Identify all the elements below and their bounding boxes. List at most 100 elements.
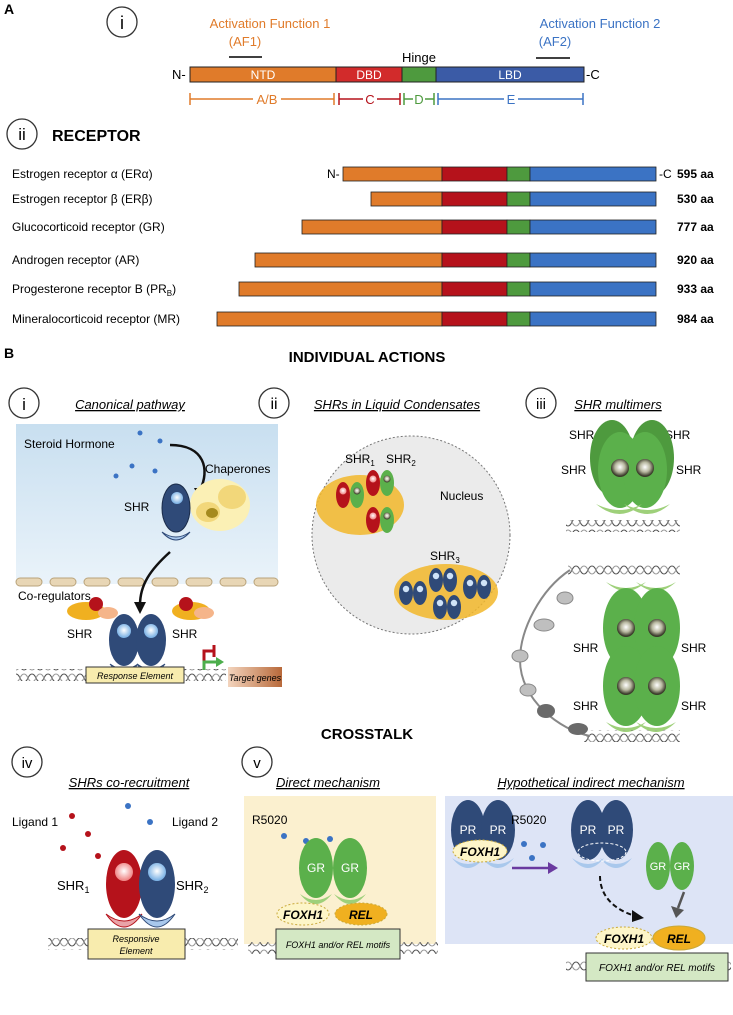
ntd-label: NTD xyxy=(251,68,276,82)
receptor-rows: Estrogen receptor α (ERα) N- -C 595 aaEstro… xyxy=(12,166,714,327)
responsive-element-box xyxy=(87,928,186,960)
panel-a-letter: A xyxy=(4,1,14,17)
b-roman-i-label: i xyxy=(22,395,26,414)
shr-label-right: SHR xyxy=(172,627,198,641)
receptor-row: Mineralocorticoid receptor (MR) 984 aa xyxy=(12,311,714,327)
multimer-bottom-shr-3: SHR xyxy=(573,699,599,713)
receptor-dbd-segment xyxy=(441,191,508,207)
multimer-bottom-shr-2: SHR xyxy=(681,641,707,655)
multimer-bottom-shr-1: SHR xyxy=(573,641,599,655)
receptor-name: Mineralocorticoid receptor (MR) xyxy=(12,312,180,326)
gr-indirect-left xyxy=(646,842,670,890)
receptor-row: Estrogen receptor α (ERα) N- -C 595 aa xyxy=(12,166,714,182)
rel-indirect xyxy=(652,925,706,951)
target-genes-label: Target genes xyxy=(229,673,282,683)
b-roman-iv-circle xyxy=(11,746,43,778)
motifs-box-direct xyxy=(275,928,401,960)
shr3-label: SHR3 xyxy=(430,549,460,565)
shr1-receptor xyxy=(106,850,142,918)
receptor-lbd-segment xyxy=(529,281,657,297)
receptor-dbd-segment xyxy=(441,281,508,297)
pr-right-2 xyxy=(599,800,633,860)
receptor-dbd-segment xyxy=(441,311,508,327)
roman-ii-label: ii xyxy=(18,125,26,144)
rel-direct-label: REL xyxy=(349,908,373,922)
rel-indirect-label: REL xyxy=(667,932,691,946)
hinge-domain xyxy=(401,66,437,83)
nuclear-membrane xyxy=(15,577,279,587)
gr-indirect-right xyxy=(670,842,694,890)
roman-ii-circle xyxy=(6,118,38,150)
pr-right-2-label: PR xyxy=(608,823,625,837)
direct-r5020-label: R5020 xyxy=(252,813,288,827)
receptor-length: 595 aa xyxy=(677,167,714,181)
shr1-co-label: SHR1 xyxy=(57,878,89,895)
roman-i-label: i xyxy=(120,13,124,33)
c-terminus: -C xyxy=(586,67,600,82)
af1-abbr: (AF1) xyxy=(229,34,262,49)
receptor-lbd-segment xyxy=(529,311,657,327)
chaperones-label: Chaperones xyxy=(205,462,270,476)
receptor-dbd-segment xyxy=(441,166,508,182)
receptor-hinge-segment xyxy=(506,311,531,327)
multimers-title: SHR multimers xyxy=(574,397,662,412)
receptor-name: Glucocorticoid receptor (GR) xyxy=(12,220,165,234)
multimer-top-shr-3: SHR xyxy=(561,463,587,477)
dna-top xyxy=(566,520,680,532)
shr-dimer-left xyxy=(109,614,139,666)
region-ranges xyxy=(189,93,584,105)
region-c: C xyxy=(365,92,374,107)
gr-direct-left-label: GR xyxy=(307,861,325,875)
dna-bottom xyxy=(584,730,680,742)
receptor-length: 530 aa xyxy=(677,192,714,206)
receptor-lbd-segment xyxy=(529,252,657,268)
ligand2-dots xyxy=(125,803,164,857)
receptor-length: 777 aa xyxy=(677,220,714,234)
multimer-bottom-shr-4: SHR xyxy=(681,699,707,713)
lbd-domain xyxy=(435,66,585,83)
hormone-dots xyxy=(113,430,163,479)
pr-left-1-label: PR xyxy=(460,823,477,837)
receptor-hinge-segment xyxy=(506,219,531,235)
gr-direct-right xyxy=(333,838,367,898)
rel-direct xyxy=(334,902,388,926)
shr1-label: SHR1 xyxy=(345,452,375,468)
condensate-1-receptors xyxy=(336,470,394,533)
receptor-ntd-segment xyxy=(216,311,443,327)
dna-middle xyxy=(568,564,680,576)
motifs-box-indirect xyxy=(585,952,729,982)
pr-left-2-label: PR xyxy=(490,823,507,837)
response-element-box xyxy=(85,666,185,684)
motifs-direct-label: FOXH1 and/or REL motifs xyxy=(286,940,391,950)
b-roman-i-circle xyxy=(8,387,40,419)
gr-indirect-right-label: GR xyxy=(674,861,691,873)
ligand1-dots xyxy=(60,813,101,859)
shr-label-cyto: SHR xyxy=(124,500,150,514)
receptor-row: Progesterone receptor B (PRB) 933 aa xyxy=(12,281,714,298)
receptor-name: Progesterone receptor B (PRB) xyxy=(12,282,176,298)
receptor-name: Androgen receptor (AR) xyxy=(12,253,139,267)
b-roman-iv-label: iv xyxy=(22,755,33,772)
foxh1-indirect-label: FOXH1 xyxy=(604,932,644,946)
hinge-label: Hinge xyxy=(402,50,436,65)
receptor-hinge-segment xyxy=(506,281,531,297)
receptor-lbd-segment xyxy=(529,191,657,207)
roman-i-circle xyxy=(106,6,138,38)
receptor-dbd-segment xyxy=(441,252,508,268)
receptor-dbd-segment xyxy=(441,219,508,235)
receptor-length: 984 aa xyxy=(677,312,714,326)
corecruitment-title: SHRs co-recruitment xyxy=(69,775,191,790)
receptor-ntd-segment xyxy=(254,252,443,268)
pr-right-1 xyxy=(571,800,605,860)
multimer-top-shr-4: SHR xyxy=(676,463,702,477)
individual-actions-heading: INDIVIDUAL ACTIONS xyxy=(289,349,446,366)
gr-indirect-left-label: GR xyxy=(650,861,667,873)
multimer-top-shr-2: SHR xyxy=(665,428,691,442)
receptor-hinge-segment xyxy=(506,252,531,268)
shr-dimer-right xyxy=(136,614,166,666)
b-roman-ii-label: ii xyxy=(270,396,277,413)
gr-direct-right-label: GR xyxy=(341,861,359,875)
tetramer-top xyxy=(590,420,674,514)
receptor-ntd-segment xyxy=(370,191,443,207)
target-genes-box xyxy=(228,667,282,687)
